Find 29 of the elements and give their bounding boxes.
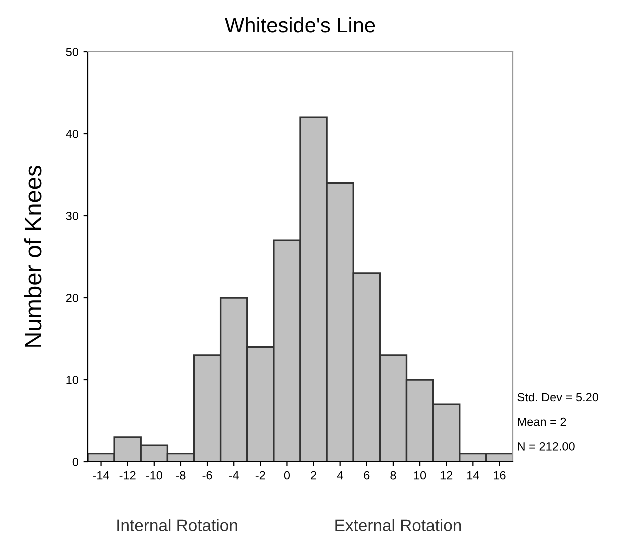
x-tick-label: 14	[467, 471, 480, 480]
text: Std. Dev = 5.20	[518, 392, 598, 402]
chart-title: Whiteside's Line	[225, 17, 376, 33]
x-tick-label: 8	[390, 471, 396, 480]
y-tick-label: 30	[66, 212, 79, 220]
x-tick-label: -6	[202, 471, 212, 480]
y-tick-label: 50	[66, 48, 79, 56]
x-tick-label: -4	[229, 471, 239, 480]
x-tick-label: -12	[120, 471, 136, 480]
x-tick-label: 10	[414, 471, 426, 480]
x-tick-label: 12	[440, 471, 453, 480]
text: Mean = 2	[518, 418, 566, 426]
y-tick-label: 10	[66, 376, 79, 384]
x-tick-label: 6	[364, 471, 370, 480]
x-tick-label: -8	[176, 471, 186, 480]
y-tick-label: 40	[66, 130, 79, 138]
y-tick-label: 0	[72, 458, 79, 466]
x-tick-label: -2	[256, 471, 266, 480]
x-tick-label: -10	[146, 471, 162, 480]
x-tick-label: 4	[337, 471, 344, 480]
y-axis-title: Number of Knees	[24, 166, 42, 347]
text: N = 212.00	[518, 442, 575, 451]
text: External Rotation	[336, 519, 462, 532]
x-tick-label: 2	[311, 471, 316, 480]
y-tick-label: 20	[66, 294, 79, 302]
x-tick-label: 16	[494, 471, 506, 480]
x-tick-label: -14	[93, 471, 110, 480]
text: Internal Rotation	[118, 519, 238, 532]
x-tick-label: 0	[284, 471, 290, 480]
